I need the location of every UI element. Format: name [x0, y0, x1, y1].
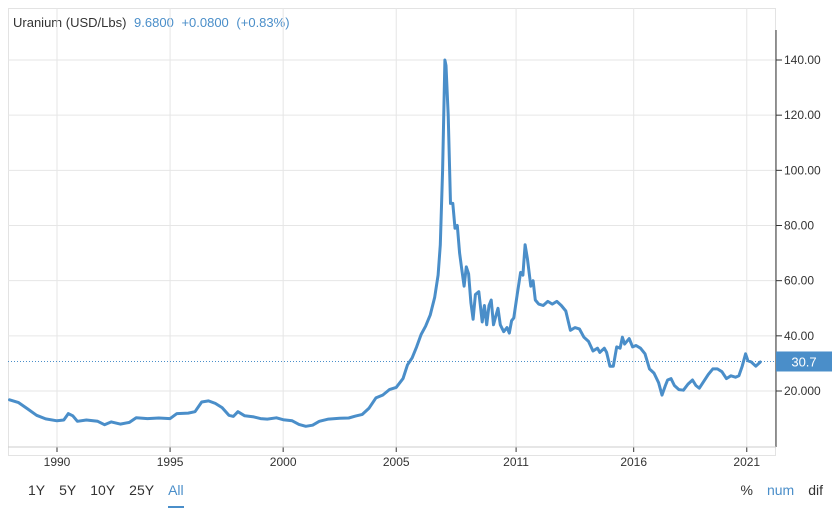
price-change-percent: (+0.83%): [236, 15, 290, 30]
y-tick-label: 80.00: [784, 219, 814, 233]
x-tick-label: 2005: [383, 455, 410, 469]
axes: 20.000 40.00 60.00 80.00 100.00 120.00 140.00 1…: [8, 30, 821, 469]
series-layer: [8, 58, 762, 428]
x-tick-label: 2016: [620, 455, 647, 469]
mode-selector: % num dif: [727, 482, 823, 498]
y-tick-label: 100.00: [784, 163, 821, 177]
series-line: [8, 58, 762, 428]
instrument-name: Uranium (USD/Lbs): [13, 15, 127, 30]
x-tick-label: 2000: [270, 455, 297, 469]
mode-percent-button[interactable]: %: [740, 482, 753, 498]
x-tick-label: 2021: [733, 455, 760, 469]
range-selector: 1Y 5Y 10Y 25Y All: [28, 482, 198, 508]
y-tick-label: 120.00: [784, 108, 821, 122]
range-25y-button[interactable]: 25Y: [129, 482, 155, 498]
x-tick-label: 1995: [157, 455, 184, 469]
last-value-label: 30.7: [791, 354, 816, 369]
y-tick-label: 140.00: [784, 53, 821, 67]
range-10y-button[interactable]: 10Y: [90, 482, 116, 498]
chart-header: Uranium (USD/Lbs) 9.6800 +0.0800 (+0.83%…: [13, 15, 290, 30]
range-5y-button[interactable]: 5Y: [59, 482, 77, 498]
y-tick-label: 40.00: [784, 329, 814, 343]
range-1y-button[interactable]: 1Y: [28, 482, 46, 498]
x-tick-label: 2011: [503, 455, 529, 469]
last-value-badge: [776, 351, 832, 372]
grid-lines: [8, 8, 776, 447]
mode-num-button[interactable]: num: [766, 482, 795, 498]
price-change: +0.0800: [181, 15, 229, 30]
mode-dif-button[interactable]: dif: [808, 482, 823, 498]
current-price: 9.6800: [134, 15, 174, 30]
range-all-button[interactable]: All: [168, 482, 184, 508]
last-value-marker: 30.7: [8, 351, 832, 372]
x-tick-label: 1990: [44, 455, 71, 469]
y-tick-label: 20.000: [784, 384, 821, 398]
y-tick-label: 60.00: [784, 274, 814, 288]
